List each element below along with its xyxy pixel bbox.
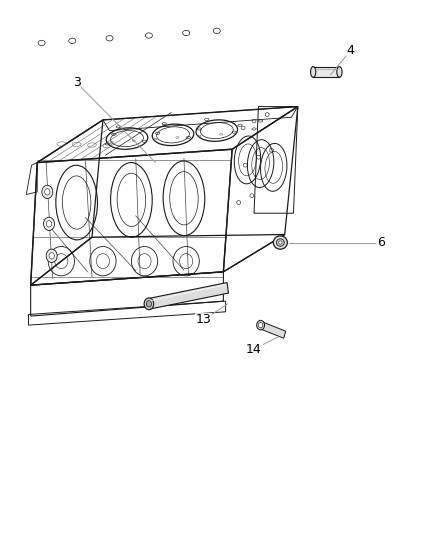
Text: 14: 14 [246,343,262,356]
Ellipse shape [273,236,287,249]
Ellipse shape [337,67,342,77]
Ellipse shape [42,185,53,199]
Ellipse shape [258,322,263,328]
Ellipse shape [44,217,55,231]
Ellipse shape [144,298,154,310]
Polygon shape [260,321,286,338]
Polygon shape [313,67,339,77]
Text: 4: 4 [346,44,354,57]
Ellipse shape [311,67,316,77]
Ellipse shape [276,239,284,246]
Ellipse shape [146,301,152,307]
Ellipse shape [279,241,282,244]
Text: 6: 6 [377,236,385,249]
Text: 3: 3 [73,76,81,89]
Ellipse shape [257,320,265,330]
Ellipse shape [45,189,50,195]
Ellipse shape [49,253,54,259]
Text: 13: 13 [196,313,212,326]
Ellipse shape [46,221,52,227]
Ellipse shape [46,249,57,263]
Polygon shape [148,282,229,309]
